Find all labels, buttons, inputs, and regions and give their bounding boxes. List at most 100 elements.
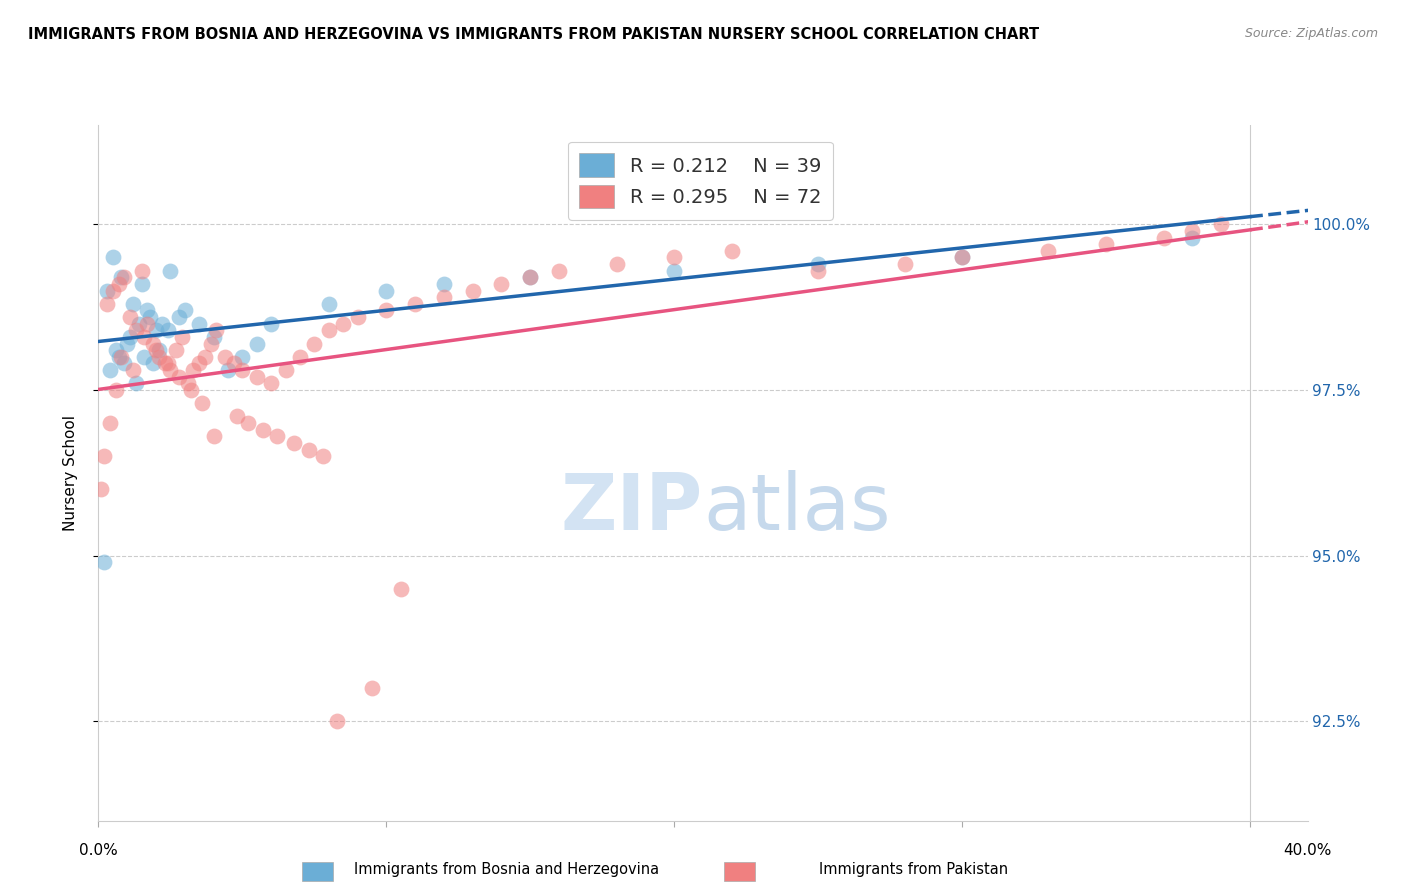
Point <box>148 343 170 358</box>
Point <box>246 369 269 384</box>
Point <box>1181 224 1204 238</box>
Point <box>260 317 283 331</box>
Point <box>606 257 628 271</box>
Point <box>165 343 187 358</box>
Point <box>266 429 288 443</box>
Point <box>214 350 236 364</box>
Point <box>1153 230 1175 244</box>
Point <box>252 423 274 437</box>
Point <box>194 350 217 364</box>
Point <box>361 681 384 695</box>
Point <box>159 263 181 277</box>
Point <box>139 310 162 324</box>
Point <box>807 257 830 271</box>
Point <box>120 310 142 324</box>
Point <box>297 442 319 457</box>
Point <box>156 356 179 370</box>
Point <box>433 290 456 304</box>
Point <box>110 270 132 285</box>
Point <box>104 383 127 397</box>
Point <box>720 244 742 258</box>
Point <box>304 336 326 351</box>
Text: Source: ZipAtlas.com: Source: ZipAtlas.com <box>1244 27 1378 40</box>
Point <box>125 376 148 391</box>
Point <box>217 363 239 377</box>
Point <box>1181 230 1204 244</box>
Point <box>131 263 153 277</box>
Point <box>389 582 412 596</box>
Point <box>260 376 283 391</box>
Point <box>98 416 121 430</box>
Text: 0.0%: 0.0% <box>79 843 118 858</box>
Point <box>231 363 253 377</box>
Point <box>122 297 145 311</box>
Point <box>312 449 335 463</box>
Point <box>202 330 225 344</box>
Point <box>107 350 129 364</box>
Point <box>548 263 571 277</box>
Point <box>404 297 426 311</box>
Point <box>1211 217 1233 231</box>
Point <box>142 356 165 370</box>
Point <box>112 270 135 285</box>
Point <box>110 350 132 364</box>
Text: ZIP: ZIP <box>561 469 703 546</box>
Point <box>167 369 190 384</box>
Point <box>125 323 148 337</box>
Point <box>120 330 142 344</box>
Point <box>332 317 354 331</box>
Point <box>170 330 193 344</box>
Point <box>807 263 830 277</box>
Point <box>176 376 198 391</box>
Point <box>283 436 305 450</box>
Point <box>274 363 297 377</box>
Point <box>183 363 205 377</box>
Point <box>246 336 269 351</box>
Point <box>131 277 153 291</box>
Point <box>136 317 159 331</box>
Point <box>188 317 211 331</box>
Point <box>173 303 195 318</box>
Point <box>318 323 340 337</box>
Point <box>231 350 253 364</box>
Point <box>128 317 150 331</box>
Point <box>222 356 245 370</box>
Point <box>950 251 973 265</box>
Point <box>519 270 541 285</box>
Point <box>145 323 167 337</box>
Point <box>134 350 156 364</box>
Point <box>142 336 165 351</box>
Point <box>101 284 124 298</box>
Point <box>346 310 368 324</box>
Point <box>150 317 173 331</box>
Point <box>225 409 247 424</box>
Point <box>96 284 118 298</box>
Text: atlas: atlas <box>703 469 890 546</box>
Point <box>205 323 228 337</box>
Point <box>180 383 202 397</box>
Point <box>159 363 181 377</box>
Point <box>326 714 349 729</box>
Text: Immigrants from Pakistan: Immigrants from Pakistan <box>820 863 1008 877</box>
Point <box>491 277 513 291</box>
Text: 40.0%: 40.0% <box>1284 843 1331 858</box>
Point <box>188 356 211 370</box>
Point <box>1038 244 1060 258</box>
Point <box>93 449 115 463</box>
Point <box>664 263 686 277</box>
Point <box>136 303 159 318</box>
Point <box>107 277 129 291</box>
Point <box>950 251 973 265</box>
Point <box>664 251 686 265</box>
Point <box>134 330 156 344</box>
Point <box>101 251 124 265</box>
Point <box>318 297 340 311</box>
Legend: R = 0.212    N = 39, R = 0.295    N = 72: R = 0.212 N = 39, R = 0.295 N = 72 <box>568 142 832 220</box>
Point <box>200 336 222 351</box>
Point <box>115 336 138 351</box>
Point <box>122 363 145 377</box>
Point <box>375 284 398 298</box>
Point <box>236 416 259 430</box>
Point <box>96 297 118 311</box>
Point <box>202 429 225 443</box>
